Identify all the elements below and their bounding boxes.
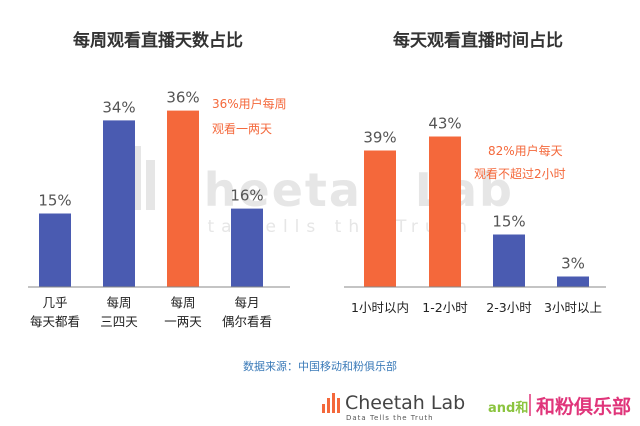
value-label-1-1: 43% [428, 115, 461, 133]
annotation-weekly-line-1: 36%用户每周 [212, 96, 287, 111]
cheetah-lab-logo: Cheetah Lab Data Tells the Truth [322, 392, 465, 422]
partner-logo: and和 和粉俱乐部 [488, 394, 631, 418]
watermark-title: Cheetah Lab [168, 163, 514, 217]
value-label-0-2: 36% [166, 89, 199, 107]
annotation-daily-line-2: 观看不超过2小时 [474, 166, 566, 181]
value-label-1-2: 15% [492, 213, 525, 231]
chart-title-weekly: 每周观看直播天数占比 [73, 30, 243, 51]
bar-1-2 [493, 234, 525, 287]
bar-1-1 [429, 136, 461, 287]
category-label-1-3-0: 3小时以上 [544, 300, 602, 315]
bar-0-1 [103, 120, 135, 288]
value-label-1-0: 39% [363, 129, 396, 147]
category-label-0-2-0: 每周 [170, 295, 195, 310]
category-label-1-1-0: 1-2小时 [422, 300, 468, 315]
bar-1-3 [557, 276, 589, 287]
source-text: 数据来源：中国移动和粉俱乐部 [243, 359, 397, 373]
category-label-0-3-0: 每月 [234, 295, 259, 310]
value-label-0-1: 34% [102, 98, 135, 116]
bar-0-0 [39, 213, 71, 287]
category-label-1-2-0: 2-3小时 [486, 300, 532, 315]
value-label-0-0: 15% [38, 192, 71, 210]
category-label-0-0-0: 几乎 [42, 295, 67, 310]
bar-0-3 [231, 208, 263, 287]
partner-logo-mark: and和 [488, 400, 528, 416]
cheetah-logo-slogan: Data Tells the Truth [346, 414, 434, 422]
annotation-weekly: 36%用户每周 观看一两天 [212, 96, 291, 136]
bar-1-0 [364, 150, 396, 287]
bar-0-2 [167, 110, 199, 287]
daily-time-chart: 每天观看直播时间占比 39% 1小时以内 43% 1-2小时 15% 2-3小时 3% 3小时… [344, 30, 606, 315]
annotation-daily: 82%用户每天 观看不超过2小时 [474, 143, 567, 181]
annotation-daily-line-1: 82%用户每天 [488, 143, 563, 158]
category-label-0-1-0: 每周 [106, 295, 131, 310]
category-label-1-0-0: 1小时以内 [351, 300, 409, 315]
category-label-0-2-1: 一两天 [164, 314, 202, 329]
category-label-0-1-1: 三四天 [100, 314, 138, 329]
value-label-1-3: 3% [561, 255, 585, 273]
watermark-slogan: Data Tells the Truth [170, 217, 474, 237]
category-label-0-3-1: 偶尔看看 [222, 314, 272, 329]
cheetah-logo-icon [322, 393, 340, 413]
annotation-weekly-line-2: 观看一两天 [212, 122, 272, 136]
category-label-0-0-1: 每天都看 [30, 314, 80, 329]
cheetah-logo-name: Cheetah Lab [345, 392, 465, 414]
chart-title-daily: 每天观看直播时间占比 [393, 30, 563, 51]
value-label-0-3: 16% [230, 187, 263, 205]
partner-name: 和粉俱乐部 [536, 395, 631, 418]
